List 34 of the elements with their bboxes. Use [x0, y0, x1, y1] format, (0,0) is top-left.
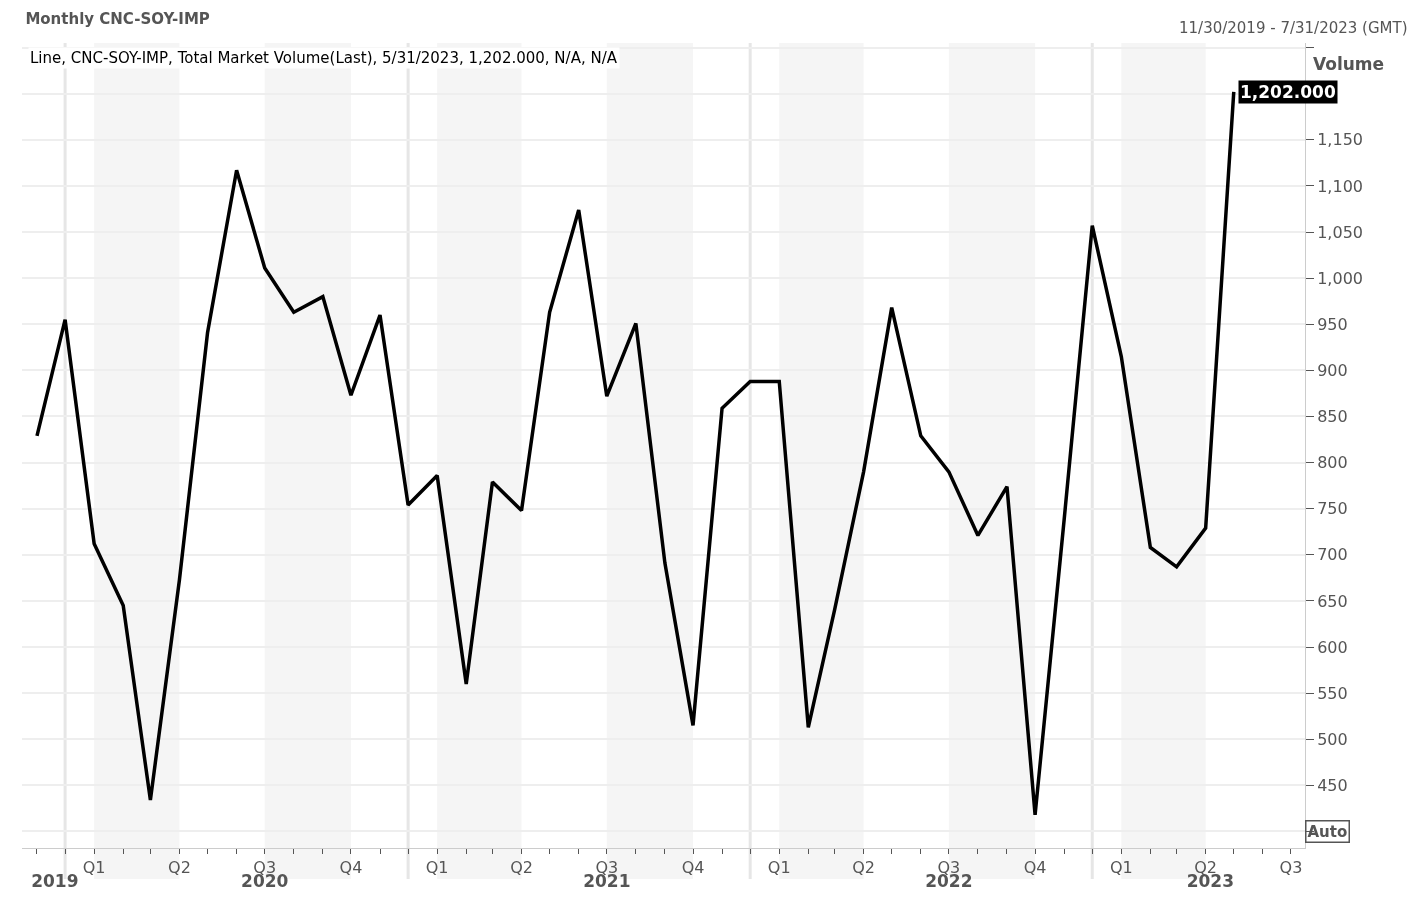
x-tick-label: Q3 — [1279, 858, 1303, 878]
x2-tick-label: 2019 — [31, 870, 79, 891]
x-tick-label: Q1 — [1109, 858, 1133, 878]
y-tick-label: 900 — [1317, 360, 1348, 380]
chart-title: Monthly CNC-SOY-IMP — [25, 10, 210, 29]
x-tick-label: Q2 — [168, 858, 191, 878]
y-axis-title: Volume — [1313, 54, 1385, 74]
y-tick-label: 700 — [1317, 545, 1348, 565]
y-tick-label: 550 — [1317, 683, 1348, 703]
y-tick-label: 1,100 — [1317, 176, 1364, 196]
y-tick-label: 1,150 — [1317, 130, 1364, 150]
text: 11/30/2019 - 7/31/2023 (GMT) — [1179, 19, 1408, 37]
y-tick-label: 800 — [1317, 453, 1348, 473]
y-tick-label: 500 — [1317, 729, 1348, 749]
data-label: 1,202.000 — [1240, 82, 1336, 102]
y-tick-label: 1,000 — [1317, 268, 1364, 288]
y-tick-label: 650 — [1317, 591, 1348, 611]
x-tick-label: Q4 — [681, 858, 705, 878]
y-tick-label: 950 — [1317, 314, 1348, 334]
y-tick-label: 600 — [1317, 637, 1348, 657]
x-tick-label: Q1 — [82, 858, 106, 878]
x-tick-label: Q1 — [767, 858, 791, 878]
x-tick-label: Q4 — [339, 858, 363, 878]
y-tick-label: 1,050 — [1317, 222, 1364, 242]
x-tick-label: Q2 — [510, 858, 533, 878]
text: Auto — [1307, 822, 1348, 841]
y-tick-label: 450 — [1317, 775, 1348, 795]
line-series — [35, 90, 1236, 817]
y-tick-label: 750 — [1317, 499, 1348, 519]
x-tick-label: Q1 — [425, 858, 449, 878]
annotation: Line, CNC-SOY-IMP, Total Market Volume(Last), 5/31/2023, 1,202.000, N/A, N/A — [30, 49, 618, 67]
x-tick-label: Q4 — [1023, 858, 1047, 878]
x-tick-label: Q2 — [852, 858, 875, 878]
y-tick-label: 850 — [1317, 407, 1348, 427]
